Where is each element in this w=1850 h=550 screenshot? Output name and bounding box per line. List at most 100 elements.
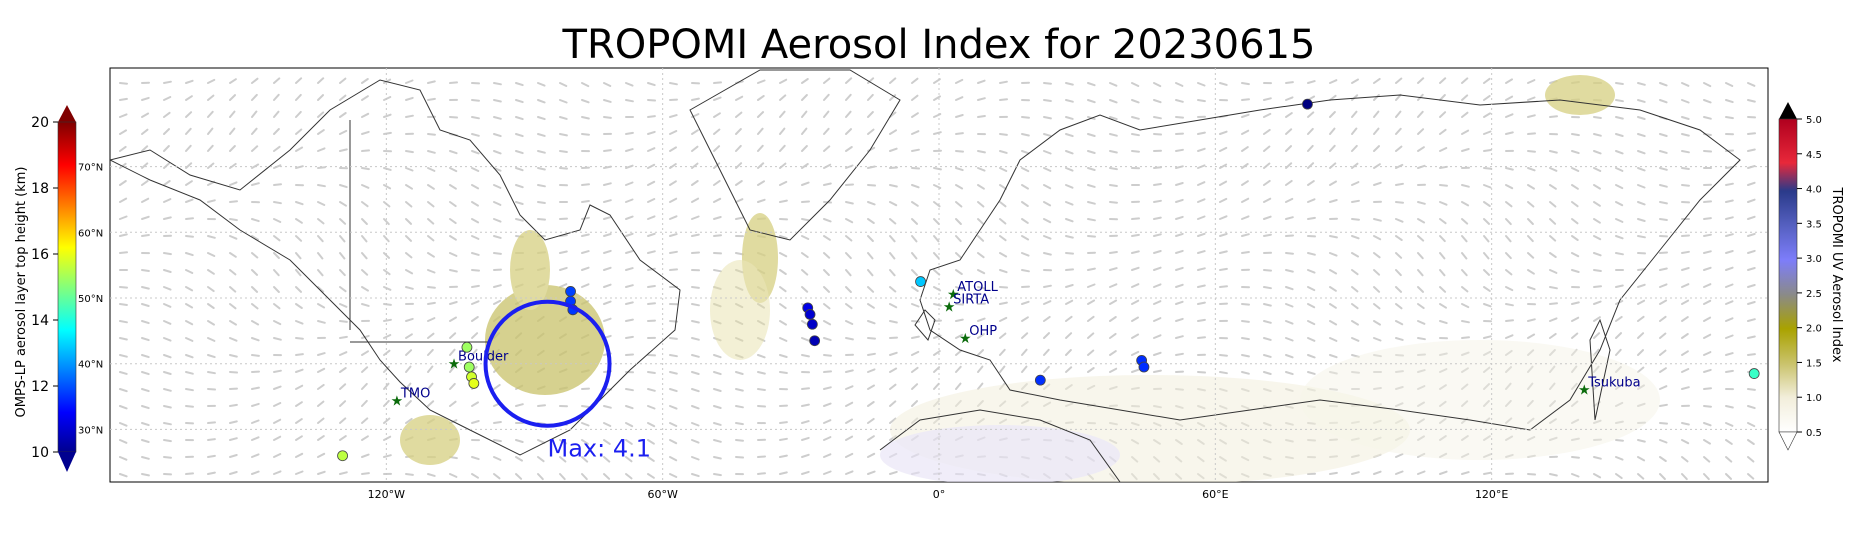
wind-arrow: [185, 162, 193, 169]
wind-arrow: [207, 337, 216, 342]
station-marker: ★: [391, 394, 404, 410]
wind-arrow: [339, 129, 348, 135]
wind-arrow: [1747, 456, 1755, 463]
wind-arrow: [141, 320, 150, 325]
wind-arrow: [1461, 453, 1470, 458]
wind-arrow: [757, 455, 766, 458]
wind-arrow: [1351, 269, 1359, 276]
wind-arrow: [955, 269, 963, 275]
wind-arrow: [1131, 350, 1140, 356]
wind-arrow: [1747, 388, 1756, 391]
wind-arrow: [163, 252, 172, 256]
wind-arrow: [801, 436, 810, 441]
wind-arrow: [141, 128, 149, 135]
wind-arrow: [867, 235, 874, 242]
wind-arrow: [1461, 235, 1468, 243]
wind-arrow: [1725, 216, 1734, 220]
wind-arrow: [317, 129, 325, 135]
wind-arrow: [251, 182, 260, 186]
wind-arrow: [691, 439, 700, 444]
wind-arrow: [1109, 99, 1118, 104]
wind-arrow: [427, 184, 435, 190]
wind-arrow: [581, 133, 590, 136]
wind-arrow: [1681, 250, 1690, 254]
wind-arrow: [713, 162, 721, 169]
wind-arrow: [889, 235, 896, 243]
wind-arrow: [801, 110, 808, 118]
wind-arrow: [339, 320, 348, 323]
wind-arrow: [1571, 167, 1580, 172]
wind-arrow: [1593, 201, 1601, 207]
wind-arrow: [999, 301, 1008, 305]
wind-arrow: [229, 162, 237, 169]
wind-arrow: [1065, 218, 1074, 223]
wind-arrow: [295, 418, 303, 424]
wind-arrow: [1197, 318, 1206, 322]
wind-arrow: [1725, 199, 1734, 203]
wind-arrow: [1351, 144, 1358, 152]
right-colorbar-tick-label: 4.5: [1806, 150, 1822, 161]
wind-arrow: [1681, 82, 1690, 87]
wind-arrow: [1703, 99, 1712, 104]
wind-arrow: [185, 252, 194, 257]
wind-arrow: [1263, 337, 1272, 341]
wind-arrow: [1153, 317, 1162, 322]
wind-arrow: [383, 269, 391, 276]
wind-arrow: [1021, 269, 1030, 273]
wind-arrow: [163, 198, 172, 203]
wind-arrow: [999, 133, 1008, 136]
wind-arrow: [625, 388, 634, 392]
omps-point: [1138, 361, 1150, 373]
wind-arrow: [1703, 473, 1710, 481]
wind-arrow: [1505, 417, 1513, 424]
wind-arrow: [361, 130, 370, 135]
stations-layer: ★TMO★Boulder★ATOLL★SIRTA★OHP★Tsukuba: [391, 280, 1641, 409]
wind-arrow: [911, 201, 919, 207]
wind-arrow: [1043, 348, 1050, 356]
wind-arrow: [889, 400, 897, 407]
wind-arrow: [647, 147, 656, 152]
wind-arrow: [1461, 336, 1470, 339]
wind-arrow: [1087, 184, 1096, 188]
wind-arrow: [911, 269, 918, 276]
wind-arrow: [229, 337, 238, 342]
wind-arrow: [1087, 267, 1096, 271]
wind-arrow: [119, 303, 128, 306]
wind-arrow: [999, 332, 1007, 339]
wind-arrow: [845, 303, 853, 310]
wind-arrow: [1373, 218, 1382, 222]
wind-arrow: [823, 453, 832, 458]
wind-arrow: [185, 198, 194, 203]
wind-arrow: [427, 97, 436, 101]
wind-arrow: [713, 456, 722, 460]
wind-arrow: [647, 456, 655, 462]
max-ai-label: Max: 4.1: [548, 435, 652, 463]
wind-arrow: [229, 127, 236, 135]
omps-point: [809, 335, 821, 347]
wind-arrow: [867, 269, 874, 277]
wind-arrow: [405, 167, 414, 172]
wind-arrow: [1593, 456, 1602, 460]
wind-arrow: [537, 439, 546, 444]
wind-arrow: [383, 334, 392, 339]
wind-arrow: [867, 111, 874, 118]
wind-arrow: [1527, 454, 1536, 458]
wind-arrow: [1153, 216, 1162, 220]
wind-arrow: [119, 113, 128, 118]
wind-arrow: [1351, 371, 1360, 374]
wind-arrow: [867, 286, 875, 293]
wind-arrow: [471, 201, 479, 207]
wind-arrow: [1659, 167, 1668, 171]
wind-arrow: [1571, 218, 1579, 225]
wind-arrow: [1659, 133, 1668, 137]
wind-arrow: [1439, 252, 1446, 260]
wind-arrow: [911, 286, 919, 292]
wind-arrow: [691, 320, 700, 324]
wind-arrow: [647, 130, 656, 135]
wind-arrow: [801, 78, 809, 84]
wind-arrow: [493, 82, 502, 86]
wind-arrow: [361, 435, 369, 441]
wind-arrow: [295, 128, 303, 135]
wind-arrow: [911, 94, 919, 101]
wind-arrow: [1021, 235, 1030, 241]
